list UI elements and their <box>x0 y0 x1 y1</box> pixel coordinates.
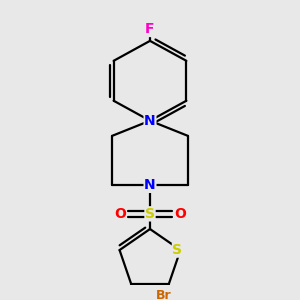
Text: S: S <box>172 243 182 257</box>
Text: N: N <box>144 114 156 128</box>
Text: F: F <box>145 22 155 37</box>
Text: O: O <box>114 207 126 221</box>
Text: O: O <box>174 207 186 221</box>
Text: Br: Br <box>156 289 172 300</box>
Text: N: N <box>144 178 156 192</box>
Text: S: S <box>145 207 155 221</box>
